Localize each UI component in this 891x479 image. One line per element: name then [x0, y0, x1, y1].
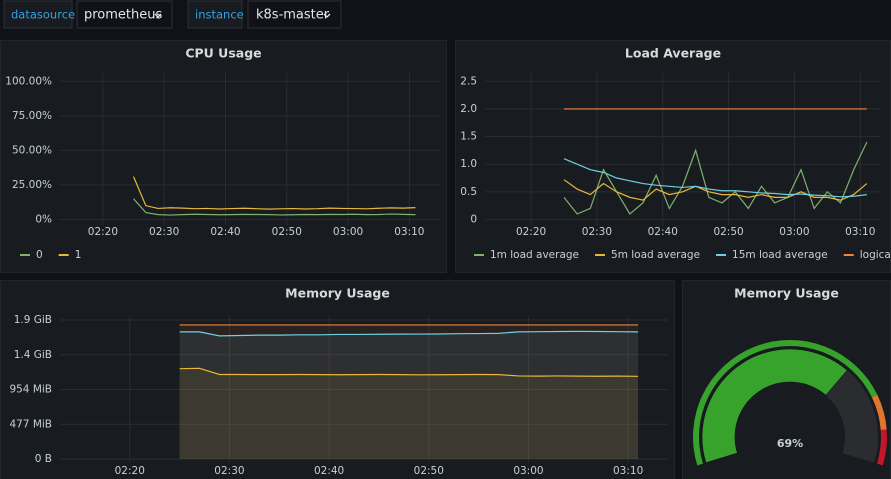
series-line — [563, 141, 868, 215]
threshold-band — [877, 429, 887, 466]
variable-dropdown[interactable] — [247, 0, 342, 29]
y-tick-label: 1.5 — [460, 131, 477, 143]
threshold-band — [871, 394, 887, 431]
x-tick-label: 02:20 — [516, 226, 546, 238]
y-tick-label: 0% — [35, 213, 52, 225]
panel-title: Memory Usage — [734, 286, 839, 301]
y-tick-label: 75.00% — [12, 110, 52, 122]
x-tick-label: 02:20 — [88, 226, 118, 238]
gauge-track — [825, 370, 878, 463]
x-tick-label: 02:20 — [115, 465, 145, 477]
variable-label-box — [3, 0, 73, 29]
x-tick-label: 02:30 — [214, 465, 244, 477]
dropdown-chevron[interactable] — [323, 13, 331, 18]
x-tick-label: 03:00 — [513, 465, 543, 477]
variable-value[interactable]: k8s-master — [256, 8, 330, 23]
series-line — [179, 330, 639, 337]
panel — [0, 40, 447, 273]
series-line — [179, 367, 639, 377]
variable-label: instance — [195, 8, 244, 22]
x-tick-label: 02:30 — [149, 226, 179, 238]
x-tick-label: 03:10 — [845, 226, 875, 238]
y-tick-label: 2.5 — [460, 75, 477, 87]
y-tick-label: 50.00% — [12, 144, 52, 156]
x-tick-label: 02:40 — [210, 226, 240, 238]
y-tick-label: 2.0 — [460, 103, 477, 115]
gauge-value-label: 69% — [777, 437, 803, 450]
y-tick-label: 100.00% — [5, 75, 52, 87]
y-tick-label: 1.9 GiB — [14, 314, 52, 326]
variable-value[interactable]: prometheus — [84, 8, 163, 23]
x-tick-label: 02:50 — [414, 465, 444, 477]
x-tick-label: 03:10 — [394, 226, 424, 238]
y-tick-label: 0 — [470, 213, 477, 225]
series-line — [133, 198, 416, 216]
variable-label: datasource — [11, 8, 75, 22]
legend-label: 1m load average — [490, 249, 579, 261]
y-tick-label: 477 MiB — [9, 418, 52, 430]
panel-title: Load Average — [625, 46, 721, 61]
legend-label: 1 — [75, 249, 82, 261]
x-tick-label: 02:40 — [648, 226, 678, 238]
gauge-value — [701, 348, 848, 464]
series-line — [132, 176, 416, 210]
dropdown-chevron[interactable] — [154, 13, 162, 18]
y-tick-label: 0 B — [35, 453, 52, 465]
variable-label-box — [187, 0, 243, 29]
x-tick-label: 02:30 — [582, 226, 612, 238]
x-tick-label: 03:10 — [613, 465, 643, 477]
y-tick-label: 1.4 GiB — [14, 349, 52, 361]
area-fill — [179, 368, 639, 460]
panel — [0, 280, 675, 479]
x-tick-label: 03:00 — [779, 226, 809, 238]
x-tick-label: 02:40 — [314, 465, 344, 477]
legend-label: 5m load average — [611, 249, 700, 261]
y-tick-label: 954 MiB — [9, 384, 52, 396]
y-tick-label: 1.0 — [460, 158, 477, 170]
area-fill — [179, 331, 639, 460]
legend-label: 15m load average — [732, 249, 828, 261]
panel — [455, 40, 891, 273]
series-line — [563, 158, 867, 198]
panel-title: CPU Usage — [185, 46, 261, 61]
legend-label: logical cores — [860, 249, 891, 261]
x-tick-label: 03:00 — [333, 226, 363, 238]
series-line — [563, 179, 868, 201]
y-tick-label: 0.5 — [460, 186, 477, 198]
panel-title: Memory Usage — [285, 286, 390, 301]
x-tick-label: 02:50 — [713, 226, 743, 238]
legend-label: 0 — [36, 249, 43, 261]
area-fill — [179, 324, 639, 460]
y-tick-label: 25.00% — [12, 179, 52, 191]
x-tick-label: 02:50 — [272, 226, 302, 238]
